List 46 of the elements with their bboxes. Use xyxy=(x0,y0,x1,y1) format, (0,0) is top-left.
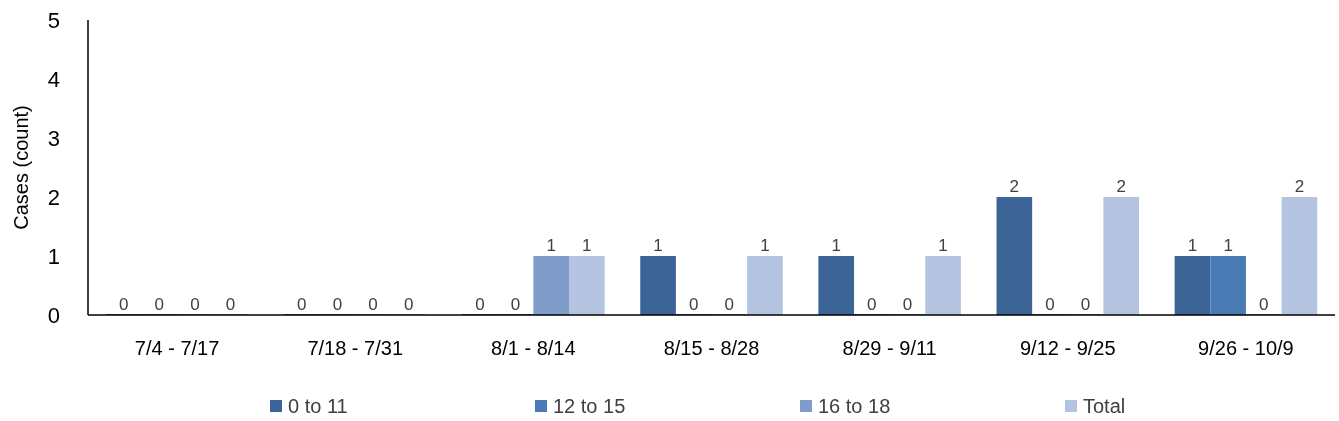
x-tick-label: 8/1 - 8/14 xyxy=(491,337,576,359)
data-label: 2 xyxy=(1009,177,1020,196)
data-label: 0 xyxy=(475,295,485,314)
x-tick-label: 9/26 - 10/9 xyxy=(1198,337,1294,359)
data-label: 0 xyxy=(118,295,129,314)
y-tick-label: 1 xyxy=(47,243,60,269)
data-label: 1 xyxy=(1223,236,1233,255)
data-label: 0 xyxy=(867,295,877,314)
data-label: 0 xyxy=(368,295,378,314)
x-tick-label: 9/12 - 9/25 xyxy=(1019,337,1116,359)
data-label: 0 xyxy=(225,295,236,314)
data-label: 0 xyxy=(297,295,307,314)
legend-label: 12 to 15 xyxy=(553,395,626,417)
data-label: 1 xyxy=(653,236,663,255)
data-label: 1 xyxy=(582,236,592,255)
x-tick-label: 8/15 - 8/28 xyxy=(663,337,760,359)
y-axis-title: Cases (count) xyxy=(10,105,32,230)
legend-label: Total xyxy=(1083,395,1126,417)
data-label: 0 xyxy=(724,295,735,314)
data-label: 1 xyxy=(831,236,841,255)
data-label: 0 xyxy=(1045,295,1055,314)
data-label: 0 xyxy=(190,295,200,314)
x-tick-label: 7/18 - 7/31 xyxy=(307,337,404,359)
data-label: 1 xyxy=(546,236,556,255)
y-tick-label: 2 xyxy=(47,184,60,210)
data-label: 0 xyxy=(688,295,699,314)
y-tick-label: 0 xyxy=(47,302,60,328)
data-label: 1 xyxy=(1187,236,1198,255)
legend-label: 16 to 18 xyxy=(818,395,891,417)
data-label: 2 xyxy=(1294,177,1305,196)
x-tick-label: 7/4 - 7/17 xyxy=(134,337,220,359)
y-tick-label: 3 xyxy=(47,125,60,151)
data-label: 1 xyxy=(760,236,770,255)
x-tick-label: 8/29 - 9/11 xyxy=(842,337,937,359)
legend-label: 0 to 11 xyxy=(288,395,348,417)
data-label: 0 xyxy=(510,295,521,314)
data-label: 0 xyxy=(1259,295,1269,314)
data-label: 0 xyxy=(902,295,913,314)
data-label: 0 xyxy=(403,295,414,314)
data-label: 0 xyxy=(1080,295,1091,314)
y-tick-label: 4 xyxy=(47,66,60,92)
data-label: 1 xyxy=(938,236,948,255)
data-label: 0 xyxy=(154,295,164,314)
y-tick-label: 5 xyxy=(47,7,60,33)
data-label: 2 xyxy=(1116,177,1126,196)
data-label: 0 xyxy=(332,295,343,314)
